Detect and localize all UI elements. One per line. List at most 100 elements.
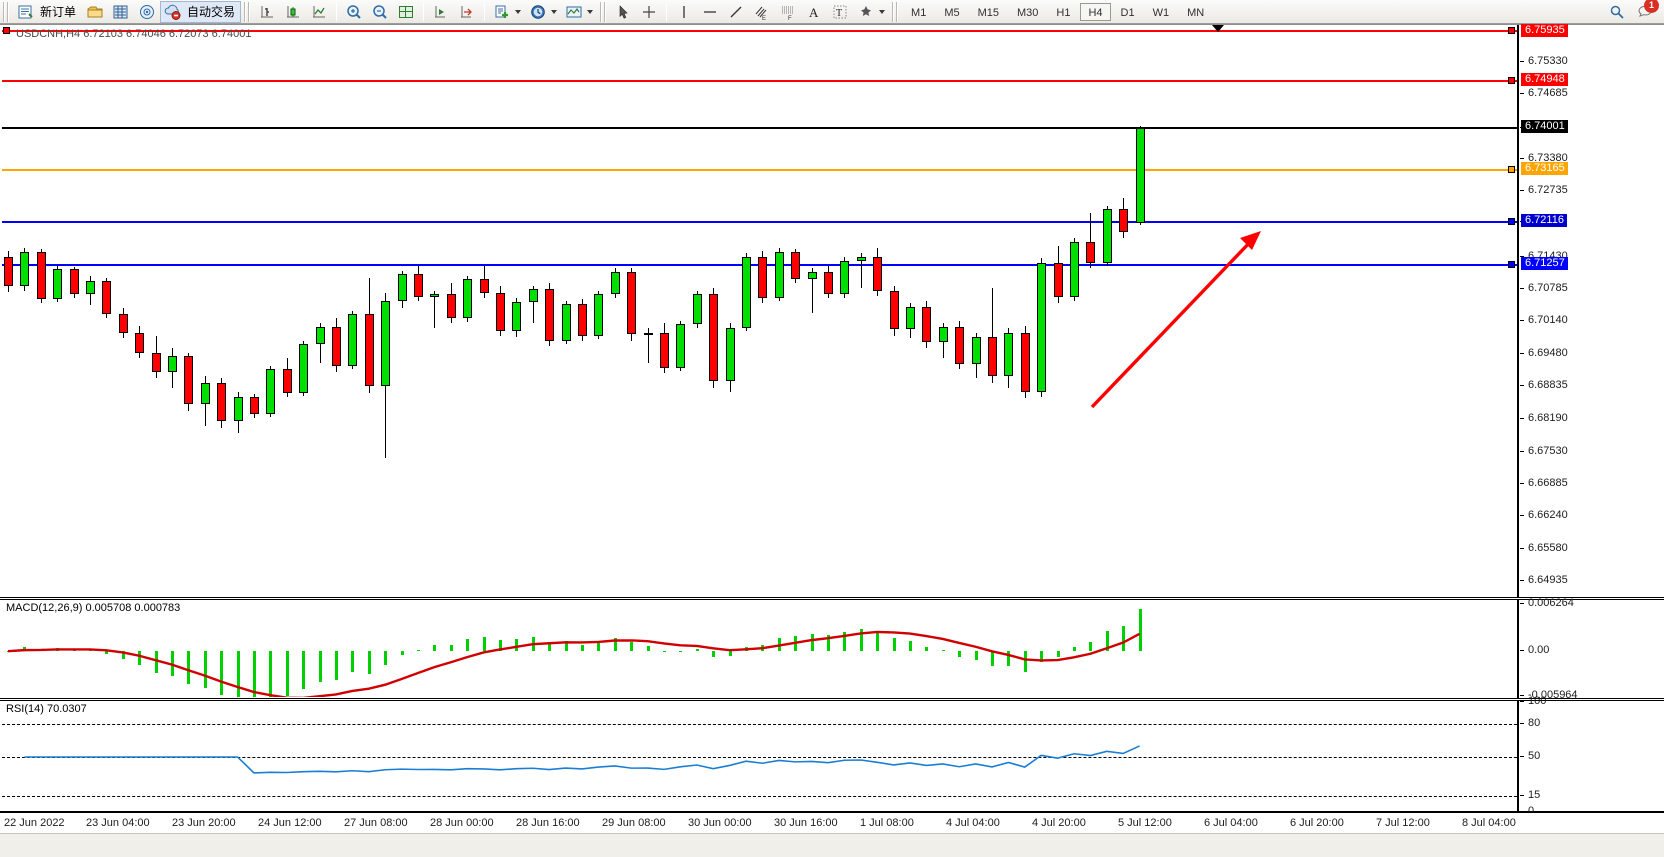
indicators-button[interactable] [489,1,525,23]
cursor-button[interactable] [610,1,636,23]
periods-button[interactable] [525,1,561,23]
zoom-out-button[interactable] [367,1,393,23]
candlestick [971,26,981,596]
price-tick: 6.66240 [1519,509,1568,521]
candlestick [86,26,95,596]
macd-histogram-bar [1007,651,1011,666]
rsi-line [24,745,1140,774]
macd-histogram-bar [302,651,306,690]
vertical-line-icon [675,3,693,21]
rsi-tick: 100 [1519,695,1546,707]
toolbar-grip-3[interactable] [600,1,608,22]
timeframe-w1[interactable]: W1 [1152,6,1170,19]
equidistant-channel-button[interactable]: E [749,1,775,23]
price-axis[interactable]: 6.75330 6.74685 6.74001 6.73380 6.72735 6.721… [1517,23,1664,597]
price-plot[interactable] [2,26,1517,596]
candlestick [742,26,751,596]
fibonacci-button[interactable]: F [775,1,801,23]
toolbar-grip-4[interactable] [892,1,900,22]
line-chart-icon [310,3,328,21]
price-tick: 6.75330 [1519,55,1568,67]
timeframe-m30[interactable]: M30 [1017,6,1039,19]
chevron-down-icon-3[interactable] [587,9,594,14]
trendline-button[interactable] [723,1,749,23]
macd-pane[interactable]: 0.006264 0.00 -0.005964 MACD(12,26,9) 0.00… [0,597,1664,701]
data-window-button[interactable] [393,1,419,23]
price-pane[interactable]: 6.75330 6.74685 6.74001 6.73380 6.72735 6.721… [0,23,1664,598]
navigator-button[interactable] [134,1,160,23]
new-order-button[interactable]: 新订单 [13,1,82,23]
auto-scroll-button[interactable] [428,1,454,23]
price-label-674948: 6.74948 [1521,72,1568,86]
candlestick [282,26,292,596]
text-button[interactable]: A [801,1,827,23]
timeframe-mn[interactable]: MN [1187,6,1205,19]
time-tick: 5 Jul 12:00 [1118,817,1172,829]
clock-icon [529,3,547,21]
macd-plot[interactable] [2,601,1517,697]
timeframe-h1[interactable]: H1 [1056,6,1071,19]
time-axis[interactable]: 22 Jun 2022 23 Jun 04:00 23 Jun 20:00 24 Ju… [0,812,1664,833]
candlestick [1020,26,1030,596]
open-file-button[interactable] [82,1,108,23]
chevron-down-icon-2[interactable] [551,9,558,14]
resistance-line-2-anchor[interactable] [1508,76,1515,84]
pivot-line-anchor[interactable] [1508,165,1515,173]
bullish-trend-arrow[interactable] [2,26,1517,596]
shapes-button[interactable] [853,1,889,23]
text-label-button[interactable]: T [827,1,853,23]
macd-histogram-bar [400,651,404,655]
vertical-line-button[interactable] [671,1,697,23]
chevron-down-icon[interactable] [515,9,522,14]
candlestick [184,26,194,596]
rsi-axis[interactable]: 100 80 50 15 0 [1517,695,1664,817]
macd-tick: -0.005964 [1519,689,1578,701]
timeframe-m1[interactable]: M1 [911,6,927,19]
candlestick [332,26,341,596]
macd-histogram-bar [105,651,109,654]
candlestick-chart-button[interactable] [280,1,306,23]
candlestick [200,26,210,596]
timeframe-h4[interactable]: H4 [1080,2,1111,21]
horizontal-line-button[interactable] [697,1,723,23]
timeframe-d1[interactable]: D1 [1120,6,1135,19]
timeframe-m5[interactable]: M5 [944,6,960,19]
market-watch-button[interactable] [108,1,134,23]
notification-icon[interactable]: 1 [1636,0,1659,21]
zoom-in-button[interactable] [341,1,367,23]
candlestick [660,26,669,596]
candlestick [463,26,473,596]
rsi-plot[interactable] [2,702,1517,810]
search-icon[interactable] [1608,3,1626,21]
macd-axis[interactable]: 0.006264 0.00 -0.005964 [1517,597,1664,701]
price-tick: 6.67530 [1519,445,1568,457]
main-toolbar: 新订单 [0,0,1664,24]
macd-histogram-bar [663,651,666,653]
macd-histogram-bar [843,631,847,652]
support-line-2-anchor[interactable] [1508,261,1515,269]
timeframe-m15[interactable]: M15 [977,6,999,19]
chart-shift-button[interactable] [454,1,480,23]
chart-scroll-marker[interactable] [1212,25,1224,32]
resistance-line-1-anchor[interactable] [1508,27,1515,35]
chart-area[interactable]: 6.75330 6.74685 6.74001 6.73380 6.72735 6.721… [0,23,1664,857]
crosshair-button[interactable] [636,1,662,23]
time-tick: 6 Jul 04:00 [1204,817,1258,829]
rsi-label: RSI(14) 70.0307 [6,703,87,715]
candlestick [414,26,423,596]
auto-trading-button[interactable]: 自动交易 [160,0,242,23]
bar-chart-button[interactable] [254,1,280,23]
templates-button[interactable] [561,1,597,23]
chevron-down-icon-4[interactable] [879,9,886,14]
macd-histogram-bar [991,651,994,666]
macd-histogram-bar [269,651,273,697]
toolbar-grip-2[interactable] [244,1,252,22]
price-tick: 6.72735 [1519,184,1568,196]
zoom-out-icon [371,3,389,21]
rsi-pane[interactable]: 100 80 50 15 0 RSI(14) 70.0307 [0,695,1664,817]
time-tick: 29 Jun 08:00 [602,817,666,829]
resistance-line-1-left-anchor[interactable] [3,27,10,35]
support-line-1-anchor[interactable] [1508,218,1515,226]
toolbar-grip[interactable] [3,1,10,22]
line-chart-button[interactable] [306,1,332,23]
